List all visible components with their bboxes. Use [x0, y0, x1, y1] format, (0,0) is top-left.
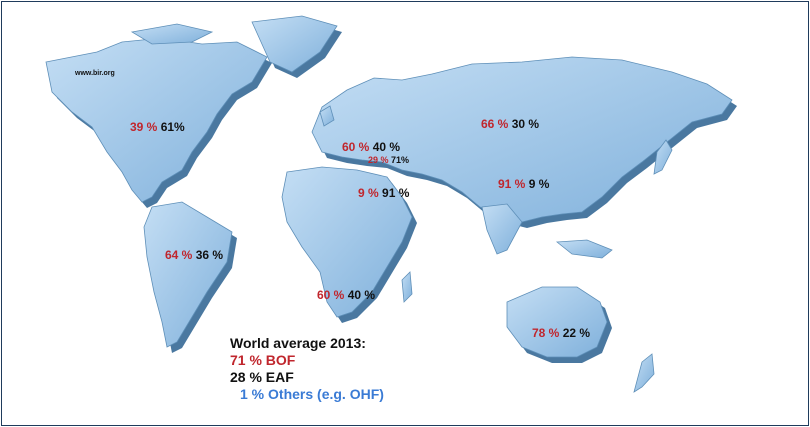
oceania-bof-value: 78 %: [532, 326, 560, 340]
south-america-bof-value: 64 %: [165, 248, 193, 262]
middle-east-label: 9 % 91 %: [358, 187, 409, 199]
middle-east-bof-value: 9 %: [358, 186, 379, 200]
south-america-eaf-value: 36 %: [195, 248, 224, 262]
turkey-eaf-value: 71%: [391, 155, 410, 165]
europe-eaf-value: 40 %: [372, 140, 401, 154]
madagascar-shape: [401, 271, 413, 303]
world-average-legend: World average 2013: 71 % BOF 28 % EAF 1 …: [230, 335, 384, 403]
africa-shape: [281, 166, 413, 318]
legend-others: 1 % Others (e.g. OHF): [240, 386, 384, 402]
asia-label: 91 % 9 %: [498, 178, 549, 190]
greenland-shape: [251, 15, 338, 73]
south-america-label: 64 % 36 %: [165, 249, 223, 261]
australia-shape: [506, 286, 608, 358]
turkey-bof-value: 29 %: [368, 155, 389, 165]
oceania-eaf-value: 22 %: [562, 326, 591, 340]
legend-eaf: 28 % EAF: [230, 369, 294, 385]
africa-bof-value: 60 %: [317, 288, 345, 302]
new-zealand-shape: [633, 353, 655, 393]
cis-bof-value: 66 %: [481, 117, 509, 131]
cis-eaf-value: 30 %: [511, 117, 540, 131]
africa-label: 60 % 40 %: [317, 289, 375, 301]
asia-bof-value: 91 %: [498, 177, 526, 191]
legend-title: World average 2013:: [230, 335, 366, 351]
north-america-eaf-value: 61%: [160, 120, 185, 134]
north-america-label: 39 % 61%: [130, 121, 185, 133]
india-shape: [481, 203, 523, 255]
north-america-bof-value: 39 %: [130, 120, 158, 134]
cis-label: 66 % 30 %: [481, 118, 539, 130]
europe-label: 60 % 40 %: [342, 141, 400, 153]
turkey-label: 29 % 71%: [368, 156, 409, 165]
europe-bof-value: 60 %: [342, 140, 370, 154]
middle-east-eaf-value: 91 %: [382, 186, 410, 200]
oceania-label: 78 % 22 %: [532, 327, 590, 339]
arctic-islands-shape: [130, 23, 214, 45]
africa-eaf-value: 40 %: [347, 288, 376, 302]
legend-bof: 71 % BOF: [230, 352, 296, 368]
japan-shape: [653, 139, 673, 175]
indonesia-shape: [555, 239, 613, 259]
asia-eaf-value: 9 %: [528, 177, 550, 191]
source-watermark: www.bir.org: [75, 70, 115, 77]
uk-shape: [319, 105, 335, 127]
europe-asia-shape: [311, 56, 733, 223]
south-america-shape: [143, 201, 233, 348]
